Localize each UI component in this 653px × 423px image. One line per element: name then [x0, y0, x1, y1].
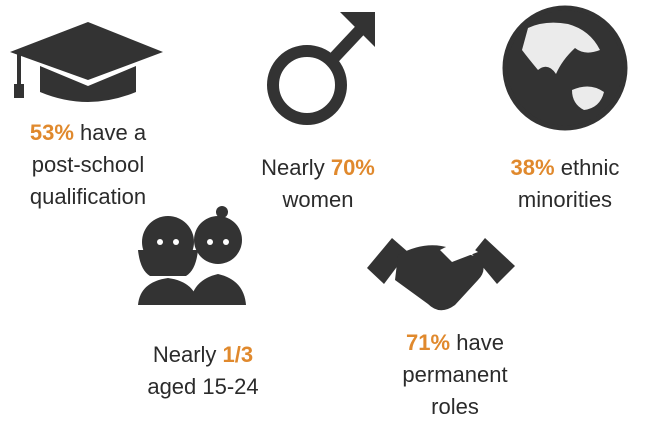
- item: 38% ethnic minorities: [455, 152, 653, 216]
- text: have a: [80, 120, 147, 145]
- text: ethnic: [560, 155, 620, 180]
- stat: 1/3: [222, 342, 254, 367]
- line: minorities: [517, 187, 613, 212]
- stat: 53%: [29, 120, 74, 145]
- text: have: [456, 330, 504, 355]
- line: permanent: [402, 362, 508, 387]
- stat: 70%: [330, 155, 375, 180]
- item: 53% have a post-school qualification: [0, 117, 198, 213]
- line: aged 15-24: [147, 374, 259, 399]
- item: Nearly 70% women: [208, 152, 428, 216]
- line: 53% have a: [0, 117, 198, 149]
- line: 71% have: [345, 327, 565, 359]
- item: Nearly 1/3 aged 15-24: [93, 339, 313, 403]
- handshake-icon: [367, 238, 515, 311]
- text: Nearly: [261, 155, 325, 180]
- line: women: [282, 187, 354, 212]
- item: 71% have permanent roles: [345, 327, 565, 423]
- line: post-school: [31, 152, 145, 177]
- line: 38% ethnic: [455, 152, 653, 184]
- globe-icon: [502, 5, 628, 131]
- kids-icon: [138, 206, 246, 305]
- icons: [10, 5, 628, 311]
- line: Nearly 70%: [208, 152, 428, 184]
- male-icon: [267, 12, 375, 125]
- line: Nearly 1/3: [93, 339, 313, 371]
- stat: 38%: [510, 155, 555, 180]
- line: roles: [431, 394, 479, 419]
- cap-icon: [10, 22, 163, 102]
- line: qualification: [29, 184, 147, 209]
- text: Nearly: [152, 342, 217, 367]
- stat: 71%: [406, 330, 451, 355]
- infographic: 53% have a post-school qualification Nea…: [0, 5, 653, 419]
